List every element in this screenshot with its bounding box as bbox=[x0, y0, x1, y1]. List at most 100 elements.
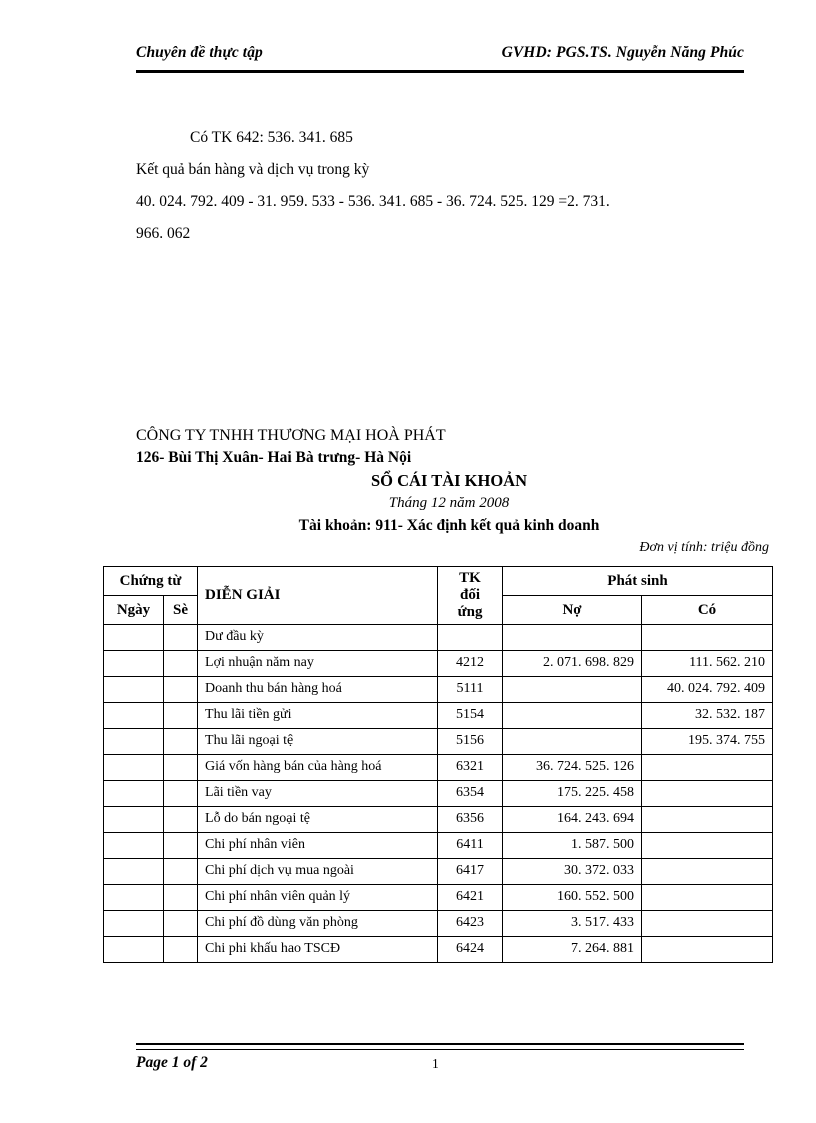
header-col-tk-line1: TK bbox=[459, 570, 481, 586]
table-row: Dư đầu kỳ bbox=[103, 624, 774, 651]
cell-co bbox=[641, 910, 774, 937]
page-label: Page 1 of 2 bbox=[136, 1054, 208, 1071]
header-col-ngay: Ngày bbox=[103, 595, 164, 625]
intro-line-2: Kết quả bán hàng và dịch vụ trong kỳ bbox=[136, 161, 370, 178]
cell-so bbox=[162, 780, 199, 807]
cell-diengiai: Lỗ do bán ngoại tệ bbox=[197, 806, 439, 833]
table-row: Chi phi khấu hao TSCĐ 6424 7. 264. 881 bbox=[103, 936, 774, 963]
cell-tk: 5154 bbox=[437, 702, 504, 729]
cell-diengiai: Dư đầu kỳ bbox=[197, 624, 439, 651]
header-group-phatsinh: Phát sinh bbox=[502, 566, 774, 596]
report-title-block: CÔNG TY TNHH THƯƠNG MẠI HOÀ PHÁT 126- Bù… bbox=[103, 425, 773, 558]
cell-ngay bbox=[103, 676, 164, 703]
cell-so bbox=[162, 936, 199, 963]
intro-section: Có TK 642: 536. 341. 685 Kết quả bán hàn… bbox=[136, 122, 756, 250]
cell-tk: 4212 bbox=[437, 650, 504, 677]
header-col-so: Sè bbox=[162, 595, 199, 625]
cell-ngay bbox=[103, 728, 164, 755]
cell-diengiai: Chi phi khấu hao TSCĐ bbox=[197, 936, 439, 963]
cell-diengiai: Chi phí dịch vụ mua ngoài bbox=[197, 858, 439, 885]
table-head: Chứng từ DIỄN GIẢI TK đối ứng Phát sinh … bbox=[102, 566, 774, 625]
company-name: CÔNG TY TNHH THƯƠNG MẠI HOÀ PHÁT bbox=[136, 427, 446, 444]
cell-ngay bbox=[103, 780, 164, 807]
report-account: Tài khoản: 911- Xác định kết quả kinh do… bbox=[298, 517, 600, 534]
cell-diengiai: Lãi tiền vay bbox=[197, 780, 439, 807]
table-row: Thu lãi ngoại tệ 5156 195. 374. 755 bbox=[103, 728, 774, 755]
cell-ngay bbox=[103, 624, 164, 651]
page-number: 1 bbox=[432, 1056, 439, 1071]
cell-so bbox=[162, 702, 199, 729]
cell-ngay bbox=[103, 858, 164, 885]
header-right-text: GVHD: PGS.TS. Nguyễn Năng Phúc bbox=[501, 44, 744, 61]
table-row: Lãi tiền vay 6354 175. 225. 458 bbox=[103, 780, 774, 807]
cell-no: 160. 552. 500 bbox=[502, 884, 643, 911]
header-col-tk-doi-ung: TK đối ứng bbox=[437, 566, 504, 625]
cell-ngay bbox=[103, 806, 164, 833]
header-left-text: Chuyên đề thực tập bbox=[136, 44, 263, 61]
cell-no: 2. 071. 698. 829 bbox=[502, 650, 643, 677]
cell-no bbox=[502, 624, 643, 651]
cell-no: 175. 225. 458 bbox=[502, 780, 643, 807]
cell-so bbox=[162, 754, 199, 781]
cell-co bbox=[641, 884, 774, 911]
cell-tk: 6356 bbox=[437, 806, 504, 833]
cell-diengiai: Doanh thu bán hàng hoá bbox=[197, 676, 439, 703]
cell-diengiai: Chi phí nhân viên bbox=[197, 832, 439, 859]
cell-ngay bbox=[103, 650, 164, 677]
ledger-table: Chứng từ DIỄN GIẢI TK đối ứng Phát sinh … bbox=[102, 566, 774, 963]
cell-so bbox=[162, 858, 199, 885]
cell-no bbox=[502, 676, 643, 703]
cell-diengiai: Thu lãi tiền gửi bbox=[197, 702, 439, 729]
table-header-row-1: Chứng từ DIỄN GIẢI TK đối ứng Phát sinh bbox=[102, 566, 774, 625]
cell-tk: 6417 bbox=[437, 858, 504, 885]
cell-co: 32. 532. 187 bbox=[641, 702, 774, 729]
header-col-diengiai: DIỄN GIẢI bbox=[197, 566, 439, 625]
cell-tk bbox=[437, 624, 504, 651]
cell-so bbox=[162, 884, 199, 911]
header-col-co: Có bbox=[641, 595, 774, 625]
cell-tk: 6411 bbox=[437, 832, 504, 859]
cell-tk: 6321 bbox=[437, 754, 504, 781]
cell-diengiai: Chi phí nhân viên quản lý bbox=[197, 884, 439, 911]
intro-line-1: Có TK 642: 536. 341. 685 bbox=[190, 129, 353, 146]
cell-so bbox=[162, 910, 199, 937]
cell-tk: 6424 bbox=[437, 936, 504, 963]
cell-co bbox=[641, 936, 774, 963]
table-row: Chi phí dịch vụ mua ngoài 6417 30. 372. 03… bbox=[103, 858, 774, 885]
cell-so bbox=[162, 650, 199, 677]
cell-no bbox=[502, 728, 643, 755]
running-header: Chuyên đề thực tập GVHD: PGS.TS. Nguyễn … bbox=[136, 44, 744, 62]
cell-tk: 5111 bbox=[437, 676, 504, 703]
cell-so bbox=[162, 806, 199, 833]
cell-tk: 5156 bbox=[437, 728, 504, 755]
intro-line-4: 966. 062 bbox=[136, 225, 191, 242]
header-col-tk-line3: ứng bbox=[457, 604, 483, 620]
header-col-no: Nợ bbox=[502, 595, 643, 625]
cell-co bbox=[641, 858, 774, 885]
table-row: Chi phí nhân viên quản lý 6421 160. 552. 5… bbox=[103, 884, 774, 911]
cell-co bbox=[641, 624, 774, 651]
cell-tk: 6421 bbox=[437, 884, 504, 911]
footer-rule bbox=[136, 1043, 744, 1050]
cell-ngay bbox=[103, 884, 164, 911]
report-period: Tháng 12 năm 2008 bbox=[388, 495, 510, 511]
report-title: SỔ CÁI TÀI KHOẢN bbox=[370, 471, 528, 490]
cell-co: 195. 374. 755 bbox=[641, 728, 774, 755]
header-col-tk-line2: đối bbox=[460, 587, 481, 603]
cell-co bbox=[641, 806, 774, 833]
cell-diengiai: Thu lãi ngoại tệ bbox=[197, 728, 439, 755]
cell-tk: 6423 bbox=[437, 910, 504, 937]
currency-unit-note: Đơn vị tính: triệu đồng bbox=[639, 540, 769, 555]
table-row: Lợi nhuận năm nay 4212 2. 071. 698. 829 111… bbox=[103, 650, 774, 677]
cell-ngay bbox=[103, 754, 164, 781]
cell-ngay bbox=[103, 832, 164, 859]
cell-so bbox=[162, 624, 199, 651]
table-row: Chi phí nhân viên 6411 1. 587. 500 bbox=[103, 832, 774, 859]
table-row: Doanh thu bán hàng hoá 5111 40. 024. 792. … bbox=[103, 676, 774, 703]
cell-ngay bbox=[103, 910, 164, 937]
cell-diengiai: Lợi nhuận năm nay bbox=[197, 650, 439, 677]
company-address: 126- Bùi Thị Xuân- Hai Bà trưng- Hà Nội bbox=[136, 449, 412, 466]
cell-co bbox=[641, 754, 774, 781]
cell-co: 40. 024. 792. 409 bbox=[641, 676, 774, 703]
